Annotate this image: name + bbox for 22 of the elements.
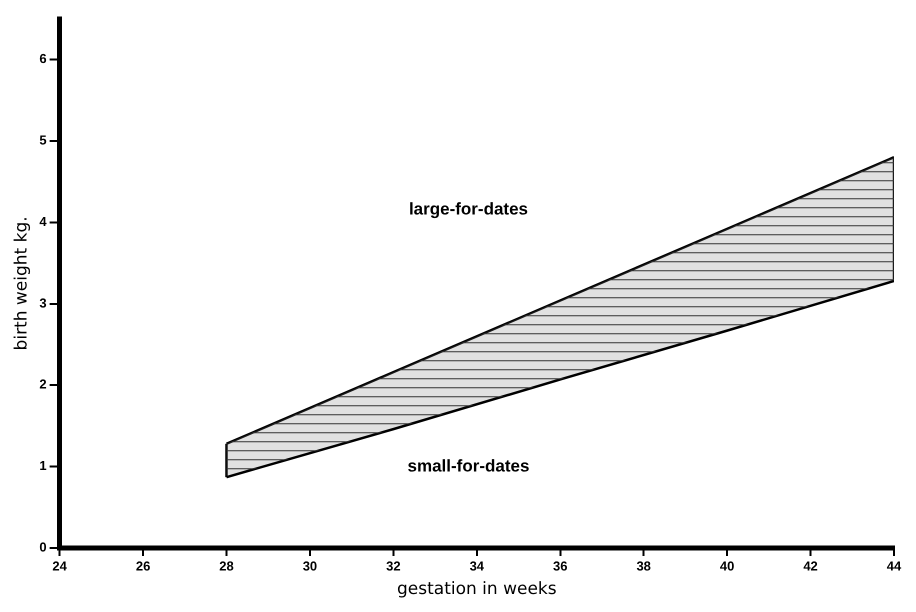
y-tick-label: 0 — [39, 540, 47, 555]
x-tick-label: 30 — [302, 558, 318, 574]
y-tick-label: 6 — [39, 51, 47, 66]
annotation: large-for-dates — [408, 200, 528, 219]
x-tick-label: 32 — [386, 558, 401, 574]
y-tick-label: 3 — [39, 295, 47, 310]
x-tick-label: 26 — [136, 558, 150, 574]
y-tick-label: 1 — [39, 458, 47, 474]
x-tick-label: 44 — [886, 558, 902, 574]
y-tick-label: 2 — [39, 376, 47, 392]
y-axis-title: birth weight kg. — [12, 216, 32, 350]
y-tick-label: 5 — [39, 132, 47, 148]
annotation: small-for-dates — [408, 456, 530, 476]
x-axis-title: gestation in weeks — [397, 579, 557, 600]
x-tick-label: 42 — [803, 558, 818, 574]
x-tick-label: 34 — [470, 558, 485, 574]
y-tick-label: 4 — [39, 214, 48, 229]
x-tick-label: 40 — [720, 558, 734, 574]
x-tick-label: 28 — [219, 558, 234, 574]
x-tick-label: 36 — [553, 558, 568, 574]
x-tick-label: 24 — [52, 558, 68, 574]
x-tick-label: 38 — [636, 558, 651, 574]
